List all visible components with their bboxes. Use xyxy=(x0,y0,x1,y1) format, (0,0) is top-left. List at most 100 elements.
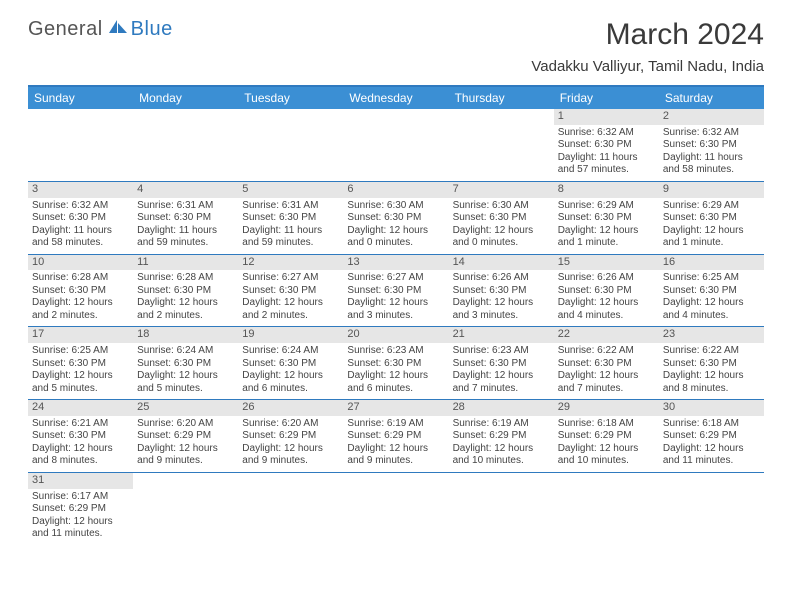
day-number: 13 xyxy=(343,255,448,271)
sunrise-text: Sunrise: 6:30 AM xyxy=(453,200,550,213)
empty-cell xyxy=(449,109,554,181)
daylight-text: Daylight: 12 hours and 11 minutes. xyxy=(663,443,760,468)
sunset-text: Sunset: 6:30 PM xyxy=(663,358,760,371)
day-number: 17 xyxy=(28,327,133,343)
empty-cell xyxy=(238,109,343,181)
sunrise-text: Sunrise: 6:24 AM xyxy=(137,345,234,358)
daylight-text: Daylight: 12 hours and 7 minutes. xyxy=(558,370,655,395)
daylight-text: Daylight: 12 hours and 4 minutes. xyxy=(663,297,760,322)
day-cell: 18Sunrise: 6:24 AMSunset: 6:30 PMDayligh… xyxy=(133,327,238,399)
sunset-text: Sunset: 6:30 PM xyxy=(558,358,655,371)
title-block: March 2024 Vadakku Valliyur, Tamil Nadu,… xyxy=(531,18,764,75)
day-cell: 25Sunrise: 6:20 AMSunset: 6:29 PMDayligh… xyxy=(133,400,238,472)
sunset-text: Sunset: 6:30 PM xyxy=(347,285,444,298)
daylight-text: Daylight: 11 hours and 59 minutes. xyxy=(242,225,339,250)
sunrise-text: Sunrise: 6:18 AM xyxy=(558,418,655,431)
day-number: 28 xyxy=(449,400,554,416)
sunrise-text: Sunrise: 6:28 AM xyxy=(137,272,234,285)
day-cell: 24Sunrise: 6:21 AMSunset: 6:30 PMDayligh… xyxy=(28,400,133,472)
day-number: 25 xyxy=(133,400,238,416)
week-row: 10Sunrise: 6:28 AMSunset: 6:30 PMDayligh… xyxy=(28,255,764,328)
day-number: 20 xyxy=(343,327,448,343)
sunrise-text: Sunrise: 6:29 AM xyxy=(558,200,655,213)
sunset-text: Sunset: 6:30 PM xyxy=(32,285,129,298)
sunrise-text: Sunrise: 6:22 AM xyxy=(558,345,655,358)
empty-cell xyxy=(28,109,133,181)
daylight-text: Daylight: 12 hours and 10 minutes. xyxy=(558,443,655,468)
day-cell: 23Sunrise: 6:22 AMSunset: 6:30 PMDayligh… xyxy=(659,327,764,399)
day-cell: 3Sunrise: 6:32 AMSunset: 6:30 PMDaylight… xyxy=(28,182,133,254)
sunrise-text: Sunrise: 6:28 AM xyxy=(32,272,129,285)
daylight-text: Daylight: 11 hours and 59 minutes. xyxy=(137,225,234,250)
daylight-text: Daylight: 12 hours and 4 minutes. xyxy=(558,297,655,322)
sunrise-text: Sunrise: 6:23 AM xyxy=(453,345,550,358)
empty-cell xyxy=(133,473,238,545)
calendar: SundayMondayTuesdayWednesdayThursdayFrid… xyxy=(28,85,764,545)
sunset-text: Sunset: 6:30 PM xyxy=(558,212,655,225)
day-number: 11 xyxy=(133,255,238,271)
daylight-text: Daylight: 12 hours and 9 minutes. xyxy=(347,443,444,468)
sunset-text: Sunset: 6:29 PM xyxy=(453,430,550,443)
daylight-text: Daylight: 12 hours and 8 minutes. xyxy=(663,370,760,395)
day-number: 10 xyxy=(28,255,133,271)
sunrise-text: Sunrise: 6:31 AM xyxy=(242,200,339,213)
sunrise-text: Sunrise: 6:21 AM xyxy=(32,418,129,431)
daylight-text: Daylight: 12 hours and 1 minute. xyxy=(558,225,655,250)
sunrise-text: Sunrise: 6:20 AM xyxy=(242,418,339,431)
day-number: 19 xyxy=(238,327,343,343)
sunrise-text: Sunrise: 6:18 AM xyxy=(663,418,760,431)
sunset-text: Sunset: 6:30 PM xyxy=(347,358,444,371)
logo-sail-icon xyxy=(107,18,129,41)
sunrise-text: Sunrise: 6:25 AM xyxy=(663,272,760,285)
sunset-text: Sunset: 6:30 PM xyxy=(558,285,655,298)
day-cell: 6Sunrise: 6:30 AMSunset: 6:30 PMDaylight… xyxy=(343,182,448,254)
day-number: 14 xyxy=(449,255,554,271)
daylight-text: Daylight: 12 hours and 2 minutes. xyxy=(32,297,129,322)
logo-text-blue: Blue xyxy=(131,18,173,41)
sunset-text: Sunset: 6:30 PM xyxy=(137,358,234,371)
weekday-header: Monday xyxy=(133,87,238,109)
day-number: 29 xyxy=(554,400,659,416)
empty-cell xyxy=(133,109,238,181)
week-row: 17Sunrise: 6:25 AMSunset: 6:30 PMDayligh… xyxy=(28,327,764,400)
weekday-header: Friday xyxy=(554,87,659,109)
day-number: 22 xyxy=(554,327,659,343)
day-number: 3 xyxy=(28,182,133,198)
sunrise-text: Sunrise: 6:23 AM xyxy=(347,345,444,358)
sunset-text: Sunset: 6:30 PM xyxy=(453,285,550,298)
month-title: March 2024 xyxy=(531,18,764,52)
day-cell: 17Sunrise: 6:25 AMSunset: 6:30 PMDayligh… xyxy=(28,327,133,399)
sunset-text: Sunset: 6:30 PM xyxy=(453,358,550,371)
day-cell: 31Sunrise: 6:17 AMSunset: 6:29 PMDayligh… xyxy=(28,473,133,545)
daylight-text: Daylight: 12 hours and 3 minutes. xyxy=(453,297,550,322)
week-row: 3Sunrise: 6:32 AMSunset: 6:30 PMDaylight… xyxy=(28,182,764,255)
day-number: 5 xyxy=(238,182,343,198)
daylight-text: Daylight: 11 hours and 58 minutes. xyxy=(32,225,129,250)
sunrise-text: Sunrise: 6:32 AM xyxy=(663,127,760,140)
daylight-text: Daylight: 12 hours and 2 minutes. xyxy=(242,297,339,322)
sunset-text: Sunset: 6:30 PM xyxy=(347,212,444,225)
daylight-text: Daylight: 12 hours and 1 minute. xyxy=(663,225,760,250)
day-number: 12 xyxy=(238,255,343,271)
daylight-text: Daylight: 12 hours and 5 minutes. xyxy=(137,370,234,395)
day-cell: 27Sunrise: 6:19 AMSunset: 6:29 PMDayligh… xyxy=(343,400,448,472)
sunset-text: Sunset: 6:29 PM xyxy=(347,430,444,443)
day-number: 24 xyxy=(28,400,133,416)
day-cell: 8Sunrise: 6:29 AMSunset: 6:30 PMDaylight… xyxy=(554,182,659,254)
daylight-text: Daylight: 12 hours and 2 minutes. xyxy=(137,297,234,322)
day-number: 27 xyxy=(343,400,448,416)
sunset-text: Sunset: 6:30 PM xyxy=(453,212,550,225)
day-number: 1 xyxy=(554,109,659,125)
weekday-header: Wednesday xyxy=(343,87,448,109)
sunrise-text: Sunrise: 6:26 AM xyxy=(558,272,655,285)
daylight-text: Daylight: 12 hours and 11 minutes. xyxy=(32,516,129,541)
day-number: 21 xyxy=(449,327,554,343)
day-number: 6 xyxy=(343,182,448,198)
weekday-header: Saturday xyxy=(659,87,764,109)
sunset-text: Sunset: 6:30 PM xyxy=(242,358,339,371)
day-cell: 16Sunrise: 6:25 AMSunset: 6:30 PMDayligh… xyxy=(659,255,764,327)
empty-cell xyxy=(554,473,659,545)
week-row: 24Sunrise: 6:21 AMSunset: 6:30 PMDayligh… xyxy=(28,400,764,473)
sunset-text: Sunset: 6:29 PM xyxy=(242,430,339,443)
sunrise-text: Sunrise: 6:26 AM xyxy=(453,272,550,285)
